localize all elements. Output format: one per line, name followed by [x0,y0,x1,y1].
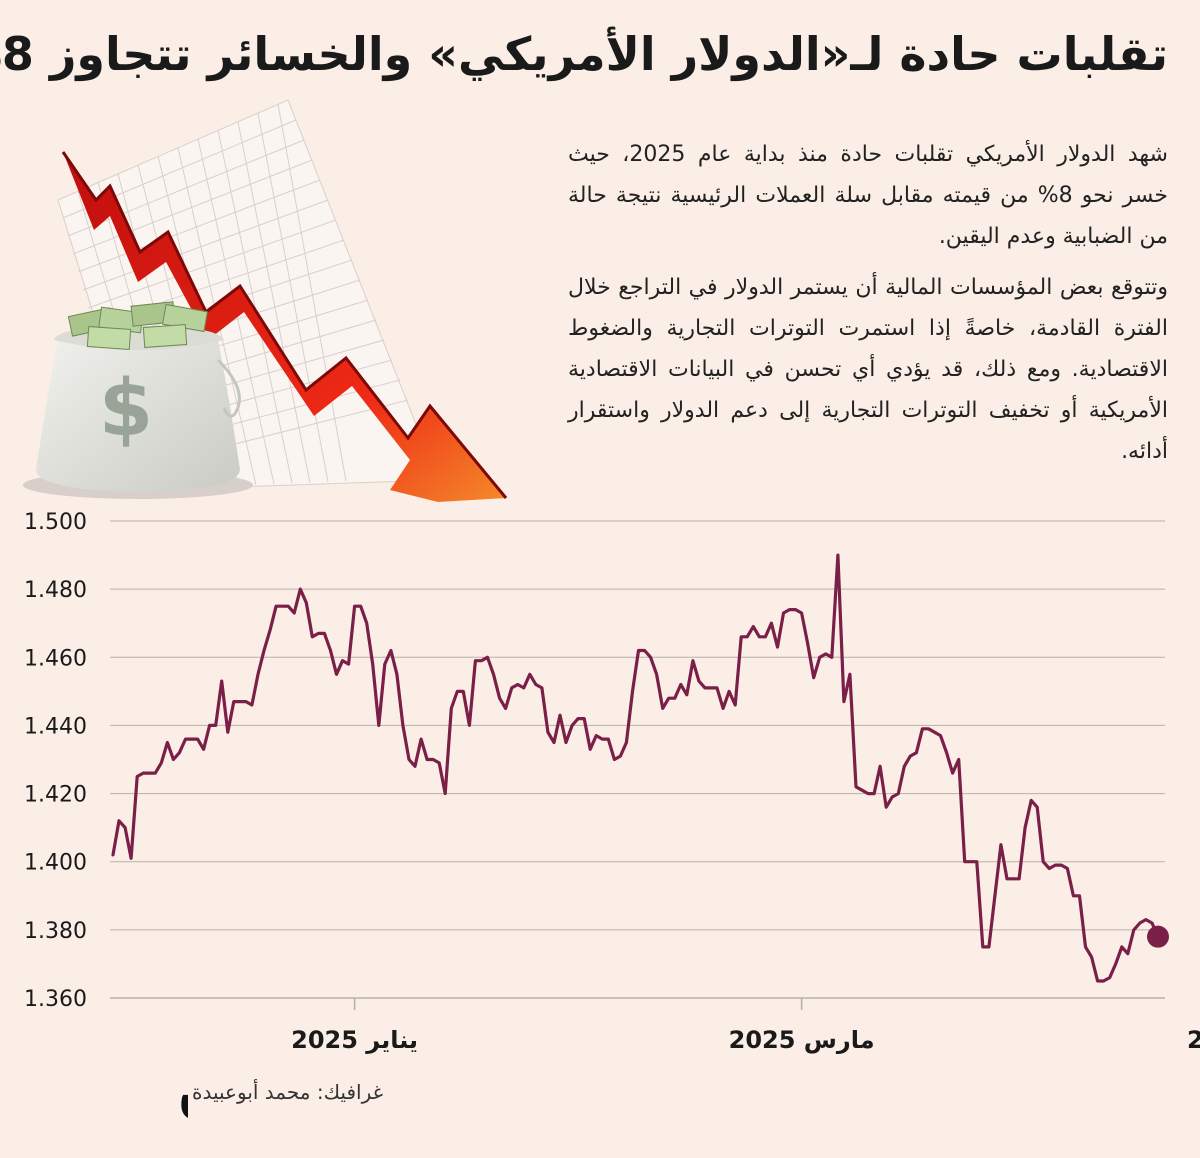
series-line [111,553,1160,983]
x-axis-ticks: يناير 2025 مارس 2025 مايو 2025 [291,998,1200,1054]
y-tick-label: 1.480 [24,578,87,603]
y-tick-label: 1.400 [24,851,87,876]
page-title: تقلبات حادة لـ«الدولار الأمريكي» والخسائ… [0,27,1168,81]
illustration: $ [23,99,508,502]
x-tick-label: مارس 2025 [729,1026,875,1054]
y-axis-ticks: 1.500 1.480 1.460 1.440 1.420 1.400 1.380 1.360 [24,510,87,1012]
cash-stacks [67,301,208,350]
paragraph-2: وتتوقع بعض المؤسسات المالية أن يستمر الد… [568,275,1168,464]
y-tick-label: 1.420 [24,783,87,808]
y-tick-label: 1.380 [24,919,87,944]
newspaper-logo: البيان [178,1055,188,1125]
grid-lines [110,520,1165,999]
x-tick-label: مايو 2025 [1187,1026,1200,1054]
logo-text: البيان [178,1055,188,1125]
line-chart: 1.500 1.480 1.460 1.440 1.420 1.400 1.380 1.360… [24,510,1200,1054]
y-tick-label: 1.360 [24,987,87,1012]
series-end-marker [1147,925,1169,948]
graphic-credit: غرافيك: محمد أبوعبيدة [192,1080,384,1104]
y-tick-label: 1.440 [24,714,87,739]
y-tick-label: 1.460 [24,646,87,671]
y-tick-label: 1.500 [24,510,87,535]
down-arrow-icon [61,151,508,502]
svg-text:$: $ [99,364,153,454]
paragraph-1: شهد الدولار الأمريكي تقلبات حادة منذ بدا… [568,142,1168,249]
x-tick-label: يناير 2025 [291,1026,418,1054]
article-text: شهد الدولار الأمريكي تقلبات حادة منذ بدا… [568,134,1168,482]
money-bag-icon: $ [23,301,253,499]
